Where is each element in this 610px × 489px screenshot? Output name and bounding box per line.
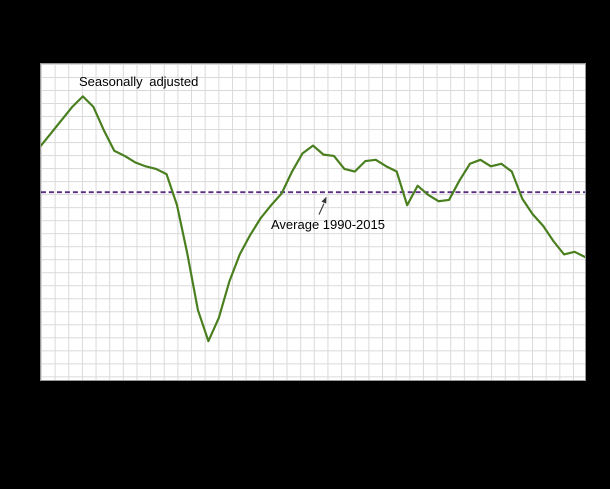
average-annotation-label: Average 1990-2015 [271, 217, 385, 232]
chart-svg [41, 95, 585, 343]
series-annotation-label: Seasonally adjusted [79, 74, 199, 89]
average-label-arrow-icon [318, 196, 327, 215]
series-line [41, 95, 585, 343]
plot-area: Seasonally adjusted Average 1990-2015 [40, 63, 586, 381]
